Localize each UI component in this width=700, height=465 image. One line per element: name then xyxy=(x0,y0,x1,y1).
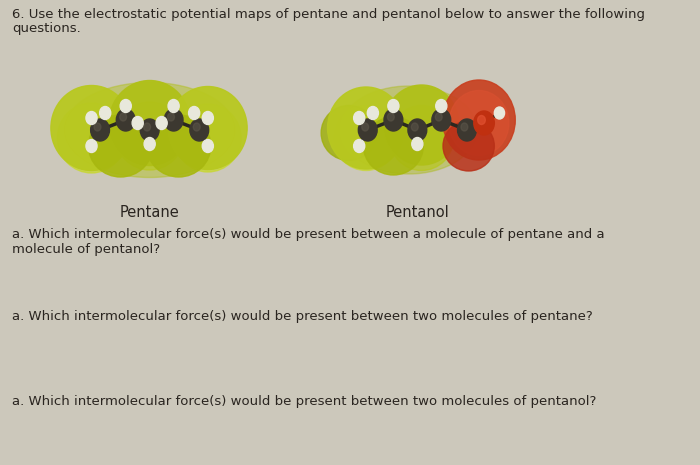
Ellipse shape xyxy=(443,121,494,171)
Circle shape xyxy=(408,119,427,141)
Circle shape xyxy=(132,117,144,129)
Text: Pentanol: Pentanol xyxy=(386,205,449,220)
Circle shape xyxy=(144,138,155,151)
Ellipse shape xyxy=(174,104,242,172)
Circle shape xyxy=(494,107,505,119)
Ellipse shape xyxy=(334,106,398,171)
Ellipse shape xyxy=(88,115,153,177)
Circle shape xyxy=(362,123,369,131)
Circle shape xyxy=(388,100,399,113)
Text: questions.: questions. xyxy=(12,22,81,35)
Circle shape xyxy=(188,106,199,120)
Text: a. Which intermolecular force(s) would be present between two molecules of penta: a. Which intermolecular force(s) would b… xyxy=(12,395,596,408)
Circle shape xyxy=(384,109,402,131)
Circle shape xyxy=(91,119,109,141)
Circle shape xyxy=(156,117,167,129)
Ellipse shape xyxy=(147,115,211,177)
Circle shape xyxy=(368,106,379,120)
Circle shape xyxy=(202,140,214,153)
Circle shape xyxy=(94,123,101,131)
Ellipse shape xyxy=(390,106,454,171)
Text: a. Which intermolecular force(s) would be present between two molecules of penta: a. Which intermolecular force(s) would b… xyxy=(12,310,593,323)
Circle shape xyxy=(432,109,451,131)
Circle shape xyxy=(167,113,174,121)
Ellipse shape xyxy=(449,91,509,155)
Circle shape xyxy=(202,112,214,125)
Circle shape xyxy=(120,100,132,113)
Ellipse shape xyxy=(384,85,459,165)
Circle shape xyxy=(168,100,179,113)
Ellipse shape xyxy=(328,87,405,169)
Circle shape xyxy=(435,100,447,113)
Ellipse shape xyxy=(109,80,190,166)
Circle shape xyxy=(164,109,183,131)
Circle shape xyxy=(354,112,365,125)
Circle shape xyxy=(190,119,209,141)
Circle shape xyxy=(458,119,477,141)
Circle shape xyxy=(144,123,150,131)
Text: 6. Use the electrostatic potential maps of pentane and pentanol below to answer : 6. Use the electrostatic potential maps … xyxy=(12,8,645,21)
Text: a. Which intermolecular force(s) would be present between a molecule of pentane : a. Which intermolecular force(s) would b… xyxy=(12,228,605,256)
Circle shape xyxy=(387,113,394,121)
Circle shape xyxy=(435,113,442,121)
Circle shape xyxy=(86,112,97,125)
Text: Pentane: Pentane xyxy=(120,205,179,220)
Ellipse shape xyxy=(51,86,132,171)
Circle shape xyxy=(86,140,97,153)
Circle shape xyxy=(477,115,485,125)
Ellipse shape xyxy=(116,102,184,170)
Circle shape xyxy=(354,140,365,153)
Circle shape xyxy=(120,113,127,121)
Circle shape xyxy=(358,119,377,141)
Ellipse shape xyxy=(442,80,515,160)
Ellipse shape xyxy=(57,103,126,173)
Ellipse shape xyxy=(340,86,477,174)
Circle shape xyxy=(412,138,423,151)
Circle shape xyxy=(116,109,135,131)
Ellipse shape xyxy=(363,117,424,175)
Circle shape xyxy=(140,119,159,141)
Ellipse shape xyxy=(321,106,377,160)
Ellipse shape xyxy=(169,86,247,170)
Circle shape xyxy=(193,123,200,131)
Circle shape xyxy=(461,123,468,131)
Ellipse shape xyxy=(64,82,235,178)
Circle shape xyxy=(412,123,418,131)
Circle shape xyxy=(474,111,494,135)
Circle shape xyxy=(99,106,111,120)
